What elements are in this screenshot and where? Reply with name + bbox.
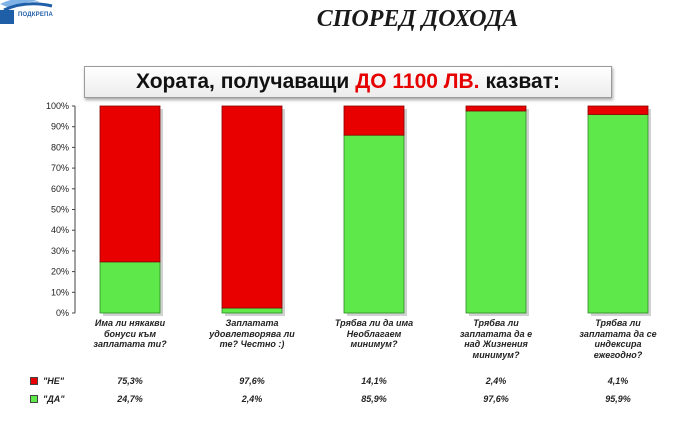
y-tick-label: 40% [51,225,69,235]
table-cell-value: 14,1% [361,376,387,386]
y-tick-label: 80% [51,142,69,152]
bar-da [99,261,161,314]
bar-da [587,114,649,314]
x-category-label: Трябва ли заплатата да е над Жизнения ми… [459,318,533,360]
logo-text: ПОДКРЕПА [18,12,54,18]
x-category-label: Трябва ли да има Необлагаем минимум? [334,318,414,349]
y-tick-label: 90% [51,122,69,132]
chart-title-box: Хората, получаващи ДО 1100 ЛВ. казват: [84,66,612,98]
bar-da [343,134,405,314]
chart-title-part-3: казват: [485,70,560,93]
bar-da [465,110,527,314]
table-cell-value: 85,9% [361,394,387,404]
chart-title-part-1: Хората, получаващи [136,70,350,93]
table-cell-value: 4,1% [607,376,629,386]
table-row-label: "ДА" [30,394,65,404]
bar-ne [343,105,405,136]
y-tick-label: 20% [51,267,69,277]
y-tick-label: 30% [51,246,69,256]
legend-label: "ДА" [43,394,65,404]
table-cell-value: 2,4% [241,394,263,404]
bar-ne [587,105,649,115]
table-cell-value: 97,6% [239,376,265,386]
y-tick-label: 100% [46,101,69,111]
table-cell-value: 95,9% [605,394,631,404]
y-tick-label: 0% [56,308,69,318]
chart-title-highlight: ДО 1100 ЛВ. [355,70,480,93]
table-cell-value: 2,4% [485,376,507,386]
bar-da [221,307,283,314]
y-tick-label: 70% [51,163,69,173]
chart-title: Хората, получаващи ДО 1100 ЛВ. казват: [85,67,611,97]
y-tick-label: 60% [51,184,69,194]
x-category-label: Заплатата удовлетворява ли те? Честно :) [209,318,295,349]
table-cell-value: 75,3% [117,376,143,386]
table-cell-value: 97,6% [483,394,509,404]
x-category-label: Трябва ли заплатата да се индексира ежег… [579,318,657,360]
bar-ne [465,105,527,112]
table-cell-value: 24,7% [117,394,143,404]
bar-ne [221,105,283,309]
slide-title: СПОРЕД ДОХОДА [316,6,519,32]
logo-swoosh-icon [0,0,53,24]
y-tick-label: 50% [51,205,69,215]
legend-swatch [30,377,38,385]
table-row-label: "НЕ" [30,376,64,386]
legend-swatch [30,395,38,403]
x-category-label: Има ли някакви бонуси към заплатата ти? [93,318,167,349]
legend-label: "НЕ" [43,376,65,386]
union-logo: ПОДКРЕПА [0,0,70,26]
y-tick-label: 10% [51,287,69,297]
bar-ne [99,105,161,263]
